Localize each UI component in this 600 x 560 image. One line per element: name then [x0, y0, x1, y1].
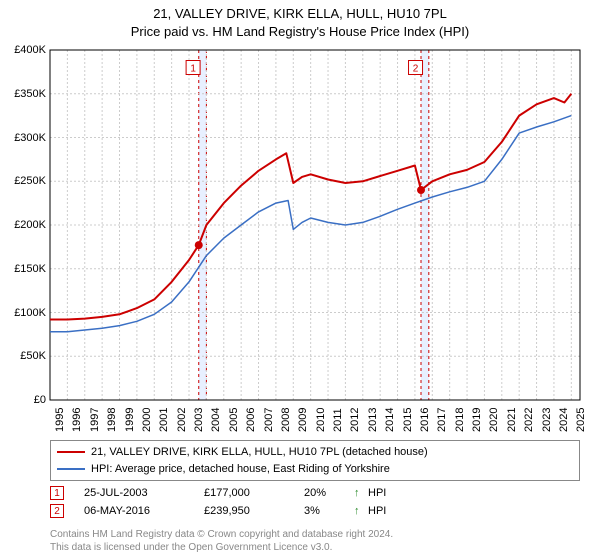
- x-tick-label: 2022: [523, 408, 535, 432]
- arrow-up-icon: ↑: [354, 487, 368, 499]
- transaction-marker-icon: 2: [50, 504, 64, 518]
- x-tick-label: 2018: [454, 408, 466, 432]
- y-tick-label: £250K: [4, 175, 46, 187]
- transaction-pct: 20%: [304, 487, 354, 499]
- x-tick-label: 2024: [558, 408, 570, 432]
- x-tick-label: 2019: [471, 408, 483, 432]
- transaction-price: £239,950: [204, 505, 304, 517]
- transaction-pct: 3%: [304, 505, 354, 517]
- legend-swatch: [57, 451, 85, 453]
- y-tick-label: £150K: [4, 263, 46, 275]
- y-tick-label: £300K: [4, 132, 46, 144]
- x-tick-label: 2000: [141, 408, 153, 432]
- legend-label: HPI: Average price, detached house, East…: [91, 461, 390, 478]
- legend-item: 21, VALLEY DRIVE, KIRK ELLA, HULL, HU10 …: [57, 444, 573, 461]
- transaction-date: 06-MAY-2016: [84, 505, 204, 517]
- transaction-price: £177,000: [204, 487, 304, 499]
- x-tick-label: 2007: [263, 408, 275, 432]
- arrow-up-icon: ↑: [354, 505, 368, 517]
- x-tick-label: 2008: [280, 408, 292, 432]
- x-tick-label: 2012: [349, 408, 361, 432]
- x-tick-label: 1999: [124, 408, 136, 432]
- transaction-hpi-label: HPI: [368, 487, 408, 499]
- y-tick-label: £0: [4, 394, 46, 406]
- x-tick-label: 2025: [575, 408, 587, 432]
- y-tick-label: £400K: [4, 44, 46, 56]
- x-tick-label: 2021: [506, 408, 518, 432]
- y-tick-label: £50K: [4, 350, 46, 362]
- x-tick-label: 2014: [384, 408, 396, 432]
- x-tick-label: 1997: [89, 408, 101, 432]
- legend-label: 21, VALLEY DRIVE, KIRK ELLA, HULL, HU10 …: [91, 444, 428, 461]
- transaction-row: 2 06-MAY-2016£239,9503%↑HPI: [50, 502, 580, 520]
- x-tick-label: 2017: [436, 408, 448, 432]
- footer-line-1: Contains HM Land Registry data © Crown c…: [50, 528, 580, 541]
- legend: 21, VALLEY DRIVE, KIRK ELLA, HULL, HU10 …: [50, 440, 580, 481]
- x-tick-label: 1998: [106, 408, 118, 432]
- legend-swatch: [57, 468, 85, 470]
- x-tick-label: 2020: [488, 408, 500, 432]
- x-tick-label: 2010: [315, 408, 327, 432]
- x-tick-label: 2023: [541, 408, 553, 432]
- x-tick-label: 2009: [297, 408, 309, 432]
- x-tick-label: 2004: [210, 408, 222, 432]
- footer-line-2: This data is licensed under the Open Gov…: [50, 541, 580, 554]
- transaction-row: 1 25-JUL-2003£177,00020%↑HPI: [50, 484, 580, 502]
- footer-attribution: Contains HM Land Registry data © Crown c…: [50, 528, 580, 554]
- x-tick-label: 2002: [176, 408, 188, 432]
- y-tick-label: £100K: [4, 307, 46, 319]
- transaction-date: 25-JUL-2003: [84, 487, 204, 499]
- y-tick-label: £200K: [4, 219, 46, 231]
- x-tick-label: 2016: [419, 408, 431, 432]
- x-tick-label: 1995: [54, 408, 66, 432]
- x-tick-label: 2001: [158, 408, 170, 432]
- transaction-hpi-label: HPI: [368, 505, 408, 517]
- svg-text:2: 2: [413, 64, 419, 75]
- y-tick-label: £350K: [4, 88, 46, 100]
- x-tick-label: 2013: [367, 408, 379, 432]
- x-tick-label: 2015: [402, 408, 414, 432]
- legend-item: HPI: Average price, detached house, East…: [57, 461, 573, 478]
- x-tick-label: 2011: [332, 408, 344, 432]
- x-tick-label: 2003: [193, 408, 205, 432]
- transaction-marker-icon: 1: [50, 486, 64, 500]
- chart-container: 21, VALLEY DRIVE, KIRK ELLA, HULL, HU10 …: [0, 0, 600, 560]
- x-tick-label: 2006: [245, 408, 257, 432]
- x-tick-label: 2005: [228, 408, 240, 432]
- transactions-table: 1 25-JUL-2003£177,00020%↑HPI 2 06-MAY-2016£…: [50, 484, 580, 520]
- svg-text:1: 1: [190, 64, 196, 75]
- x-tick-label: 1996: [71, 408, 83, 432]
